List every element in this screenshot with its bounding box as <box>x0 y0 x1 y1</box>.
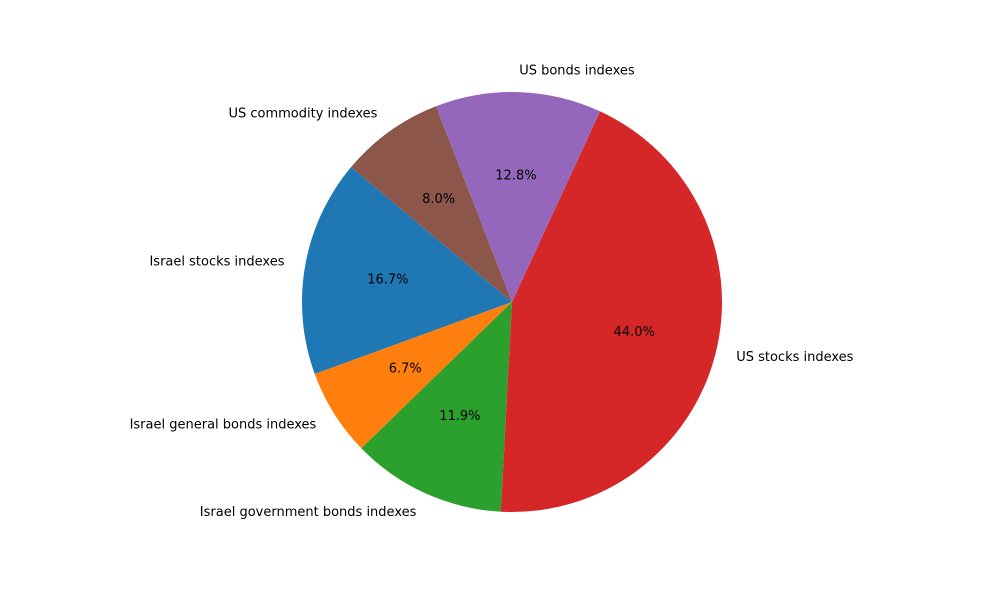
pie-slice-israel-general-bonds-indexes <box>314 302 512 449</box>
pie-labels: Israel stocks indexes 16.7% Israel general… <box>130 64 854 520</box>
slice-label-us-commodity-indexes: US commodity indexes <box>228 107 377 122</box>
pie-slice-us-bonds-indexes <box>435 92 601 302</box>
slice-percent-israel-stocks-indexes: 16.7% <box>367 273 408 288</box>
slice-label-us-bonds-indexes: US bonds indexes <box>519 64 635 79</box>
slice-percent-israel-government-bonds-indexes: 11.9% <box>439 409 480 424</box>
pie-slice-us-commodity-indexes <box>351 106 512 303</box>
pie-slice-israel-stocks-indexes <box>302 167 512 375</box>
slice-percent-israel-general-bonds-indexes: 6.7% <box>389 361 422 376</box>
slice-label-israel-government-bonds-indexes: Israel government bonds indexes <box>200 505 417 520</box>
pie-slices <box>302 92 723 513</box>
slice-label-israel-general-bonds-indexes: Israel general bonds indexes <box>130 417 317 432</box>
slice-percent-us-commodity-indexes: 8.0% <box>422 192 455 207</box>
slice-label-israel-stocks-indexes: Israel stocks indexes <box>149 255 284 270</box>
slice-percent-us-bonds-indexes: 12.8% <box>495 169 536 184</box>
slice-label-us-stocks-indexes: US stocks indexes <box>736 350 853 365</box>
slice-percent-us-stocks-indexes: 44.0% <box>614 325 655 340</box>
pie-slice-israel-government-bonds-indexes <box>361 302 512 512</box>
pie-slice-us-stocks-indexes <box>500 111 723 513</box>
